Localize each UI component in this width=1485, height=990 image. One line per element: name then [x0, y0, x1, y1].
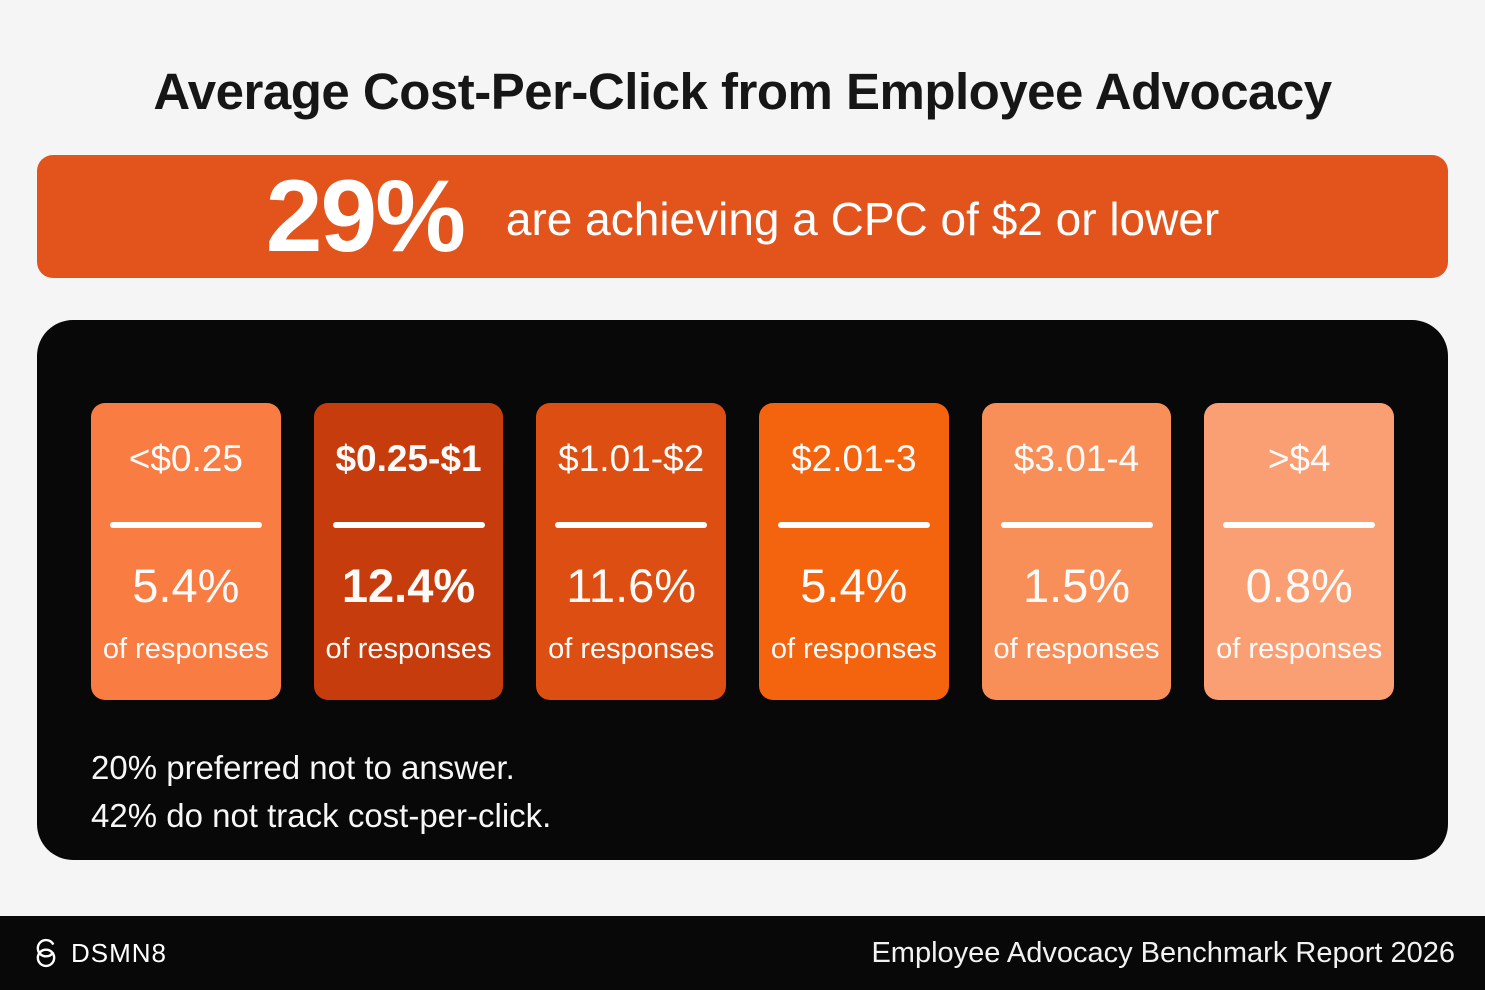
cpc-range-label: $2.01-3 [791, 437, 917, 479]
cpc-range-caption: of responses [548, 632, 715, 665]
cpc-range-caption: of responses [770, 632, 937, 665]
footnote-line: 20% preferred not to answer. [91, 749, 515, 786]
dsmn8-logo: DSMN8 [30, 937, 167, 969]
headline-stat-text: are achieving a CPC of $2 or lower [505, 192, 1220, 245]
cpc-card-row: <$0.25 5.4% of responses $0.25-$1 12.4% … [91, 403, 1395, 700]
cpc-range-label: $1.01-$2 [558, 437, 705, 479]
cpc-range-caption: of responses [102, 632, 269, 665]
cpc-range-label: >$4 [1267, 437, 1331, 479]
dsmn8-logo-icon [36, 938, 56, 968]
cpc-range-caption: of responses [1216, 632, 1383, 665]
cpc-range-card: $2.01-3 5.4% of responses [759, 403, 949, 700]
card-divider [777, 521, 930, 528]
cpc-range-value: 5.4% [132, 558, 240, 612]
cpc-range-label: <$0.25 [128, 437, 243, 479]
card-divider [555, 521, 708, 528]
page-title: Average Cost-Per-Click from Employee Adv… [153, 63, 1332, 120]
headline-stat-banner: 29% are achieving a CPC of $2 or lower [37, 155, 1448, 278]
cpc-range-value: 11.6% [566, 558, 697, 612]
footnote-line: 42% do not track cost-per-click. [91, 797, 552, 834]
cpc-range-card: <$0.25 5.4% of responses [91, 403, 281, 700]
cpc-range-label: $3.01-4 [1013, 437, 1140, 479]
report-title: Employee Advocacy Benchmark Report 2026 [871, 936, 1455, 969]
card-divider [1000, 521, 1153, 528]
headline-stat-value: 29% [265, 159, 466, 274]
cpc-range-value: 0.8% [1245, 558, 1353, 612]
chart-panel: <$0.25 5.4% of responses $0.25-$1 12.4% … [37, 320, 1448, 860]
cpc-range-value: 1.5% [1022, 558, 1131, 612]
dsmn8-logo-text: DSMN8 [71, 937, 168, 968]
card-divider [332, 521, 485, 528]
cpc-range-card: >$4 0.8% of responses [1204, 403, 1395, 700]
cpc-range-card: $1.01-$2 11.6% of responses [536, 403, 727, 700]
cpc-range-caption: of responses [993, 632, 1160, 665]
cpc-range-label: $0.25-$1 [335, 437, 482, 479]
cpc-range-card: $3.01-4 1.5% of responses [981, 403, 1172, 700]
footer-bar: DSMN8 Employee Advocacy Benchmark Report… [0, 916, 1485, 990]
survey-footnotes: 20% preferred not to answer. 42% do not … [91, 744, 1394, 840]
card-divider [1223, 521, 1376, 528]
card-divider [109, 521, 262, 528]
cpc-range-value: 12.4% [341, 558, 476, 612]
cpc-range-card: $0.25-$1 12.4% of responses [313, 403, 504, 700]
cpc-range-value: 5.4% [800, 558, 908, 612]
cpc-range-caption: of responses [325, 632, 492, 665]
